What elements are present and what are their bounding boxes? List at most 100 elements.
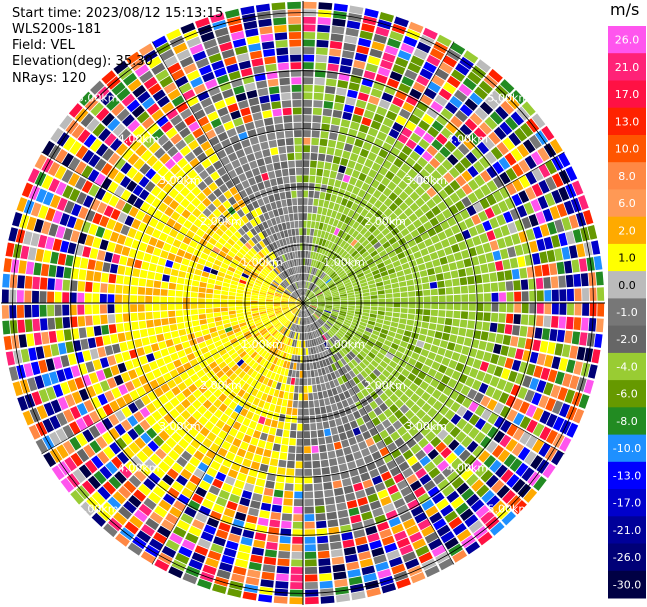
gate	[389, 71, 403, 82]
gate	[293, 274, 297, 282]
gate	[243, 297, 251, 301]
gate	[266, 309, 274, 313]
gate	[331, 326, 338, 333]
gate	[500, 345, 509, 356]
gate	[388, 192, 398, 202]
gate	[207, 203, 217, 213]
gate	[507, 222, 518, 234]
gate	[249, 136, 259, 145]
gate	[347, 310, 355, 314]
gate	[310, 305, 317, 308]
gate	[35, 346, 45, 360]
gate	[333, 276, 341, 283]
gate	[460, 285, 469, 294]
gate	[230, 247, 239, 255]
gate	[508, 132, 522, 147]
gate	[361, 388, 370, 397]
gate	[309, 339, 313, 347]
gate	[309, 316, 313, 323]
gate	[300, 310, 303, 318]
gate	[439, 340, 449, 349]
gate	[325, 193, 332, 201]
gate	[372, 228, 381, 237]
gate	[298, 297, 303, 303]
gate	[175, 310, 183, 317]
gate	[410, 505, 424, 517]
gate	[413, 377, 423, 386]
gate	[122, 313, 131, 322]
gate	[119, 342, 128, 352]
gate	[55, 317, 63, 329]
gate	[213, 308, 221, 313]
gate	[258, 307, 266, 310]
gate	[271, 380, 278, 389]
gate	[442, 434, 454, 446]
gate	[340, 338, 348, 345]
gate	[277, 207, 284, 216]
gate	[429, 48, 445, 61]
gate	[363, 70, 376, 80]
gate	[286, 361, 291, 369]
gate	[95, 421, 107, 435]
gate	[474, 174, 486, 187]
gate	[18, 334, 28, 348]
gate	[330, 194, 337, 203]
gate	[449, 95, 463, 109]
gate	[320, 131, 329, 139]
gate	[273, 320, 280, 327]
gate	[295, 332, 299, 340]
gate	[538, 395, 549, 409]
gate	[219, 348, 227, 356]
gate	[475, 349, 485, 360]
gate	[179, 356, 189, 365]
gate	[181, 258, 190, 266]
gate	[307, 282, 311, 289]
gate	[511, 90, 526, 105]
gate	[420, 192, 431, 203]
gate	[395, 89, 408, 101]
gate	[179, 127, 191, 139]
gate	[212, 198, 222, 208]
gate	[299, 273, 302, 281]
gate	[376, 245, 385, 254]
gate	[376, 364, 385, 373]
gate	[281, 513, 292, 521]
gate	[355, 233, 363, 241]
gate	[303, 281, 306, 288]
gate	[270, 217, 277, 226]
gate	[304, 288, 306, 296]
gate	[558, 186, 570, 201]
gate	[539, 410, 551, 425]
gate	[179, 145, 191, 157]
gate	[385, 110, 398, 121]
gate	[499, 434, 512, 448]
gate	[167, 487, 180, 499]
gate	[331, 253, 338, 260]
gate	[512, 478, 526, 493]
gate	[224, 96, 237, 106]
gate	[444, 367, 455, 377]
gate	[493, 175, 505, 189]
gate	[425, 175, 437, 186]
gate	[206, 467, 218, 478]
gate	[198, 384, 208, 394]
gate	[401, 354, 410, 363]
gate	[519, 416, 531, 430]
gate	[201, 455, 213, 466]
gate	[595, 271, 604, 286]
gate	[305, 289, 309, 297]
gate	[347, 89, 358, 99]
gate	[89, 410, 101, 424]
gate	[567, 303, 574, 316]
gate	[394, 388, 404, 398]
gate	[305, 597, 319, 605]
gate	[250, 370, 258, 379]
gate	[262, 331, 270, 338]
gate	[308, 292, 314, 298]
gate	[460, 311, 469, 320]
gate	[364, 254, 372, 262]
gate	[250, 300, 258, 303]
gate	[316, 309, 323, 313]
gate	[103, 367, 113, 379]
gate	[306, 363, 310, 371]
